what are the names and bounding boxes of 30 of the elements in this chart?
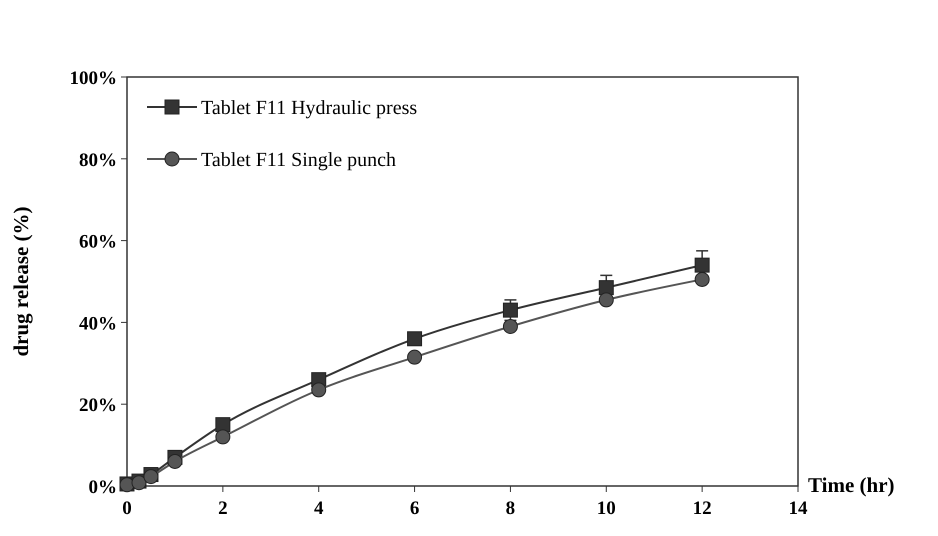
- x-tick-label: 8: [506, 498, 516, 519]
- x-tick-label: 12: [692, 498, 712, 519]
- x-axis-title: Time (hr): [808, 473, 895, 497]
- point: [502, 318, 518, 334]
- point: [694, 272, 710, 287]
- point: [598, 280, 614, 296]
- point: [407, 331, 422, 346]
- x-tick-label: 14: [788, 498, 808, 519]
- y-tick-label: 100%: [70, 68, 117, 89]
- x-tick-label: 6: [410, 498, 420, 519]
- x-tick-label: 10: [596, 498, 616, 519]
- x-tick-label: 2: [218, 498, 228, 519]
- point: [167, 454, 182, 469]
- point: [311, 382, 326, 398]
- legend-label: Tablet F11 Single punch: [201, 149, 396, 171]
- x-tick-label: 4: [314, 498, 324, 519]
- point: [502, 302, 518, 318]
- point: [694, 258, 710, 273]
- point: [215, 417, 230, 432]
- y-tick-label: 80%: [79, 150, 117, 171]
- legend-label: Tablet F11 Hydraulic press: [201, 97, 418, 119]
- y-tick-label: 60%: [79, 232, 117, 253]
- point: [598, 292, 614, 308]
- point: [407, 350, 422, 365]
- point: [215, 429, 230, 444]
- y-tick-label: 20%: [79, 395, 117, 416]
- y-tick-label: 40%: [79, 313, 117, 334]
- y-tick-label: 0%: [88, 477, 117, 498]
- y-axis-title: drug release (%): [9, 206, 33, 357]
- x-tick-label: 0: [122, 498, 132, 519]
